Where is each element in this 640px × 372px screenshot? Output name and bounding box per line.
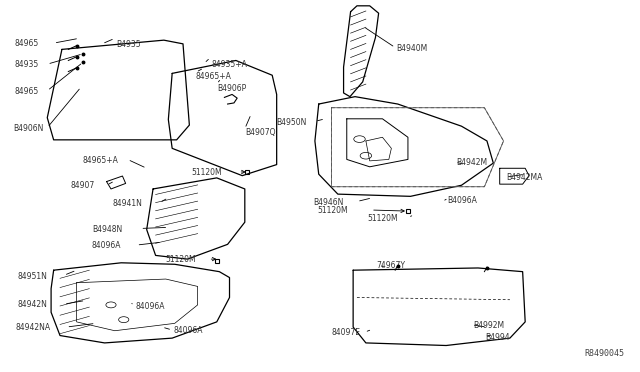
Text: B4942MA: B4942MA: [506, 173, 543, 182]
Text: 84096A: 84096A: [135, 302, 164, 311]
Text: 84965: 84965: [14, 39, 38, 48]
Text: B4950N: B4950N: [276, 118, 307, 126]
Text: B4096A: B4096A: [447, 196, 477, 205]
Text: B4992M: B4992M: [473, 321, 504, 330]
Text: 84935+A: 84935+A: [212, 60, 248, 69]
Text: 51120M: 51120M: [191, 168, 222, 177]
Text: 84965: 84965: [14, 87, 38, 96]
Text: 84096A: 84096A: [92, 241, 122, 250]
Text: B4948N: B4948N: [92, 225, 122, 234]
Text: B4942M: B4942M: [456, 158, 488, 167]
Text: B4906N: B4906N: [13, 124, 44, 133]
Text: 84951N: 84951N: [17, 272, 47, 280]
Text: 84097E: 84097E: [332, 328, 360, 337]
Text: 51120M: 51120M: [166, 255, 196, 264]
Text: B4946N: B4946N: [314, 198, 344, 207]
Text: 84096A: 84096A: [173, 326, 203, 335]
Text: B4940M: B4940M: [396, 44, 428, 53]
Text: 84941N: 84941N: [113, 199, 143, 208]
Text: R8490045: R8490045: [584, 349, 625, 358]
Text: 84942N: 84942N: [17, 300, 47, 310]
Text: 84935: 84935: [14, 60, 38, 70]
Text: B4907Q: B4907Q: [246, 128, 276, 137]
Text: B4935: B4935: [116, 41, 141, 49]
Text: 84907: 84907: [70, 182, 95, 190]
Text: 74967Y: 74967Y: [376, 261, 405, 270]
Text: 84965+A: 84965+A: [83, 155, 119, 165]
Text: B4906P: B4906P: [217, 84, 246, 93]
Text: 84965+A: 84965+A: [196, 72, 232, 81]
Text: B4994: B4994: [486, 333, 510, 341]
Text: 84942NA: 84942NA: [15, 323, 51, 332]
Text: 51120M: 51120M: [367, 214, 398, 222]
Text: 51120M: 51120M: [317, 206, 348, 215]
